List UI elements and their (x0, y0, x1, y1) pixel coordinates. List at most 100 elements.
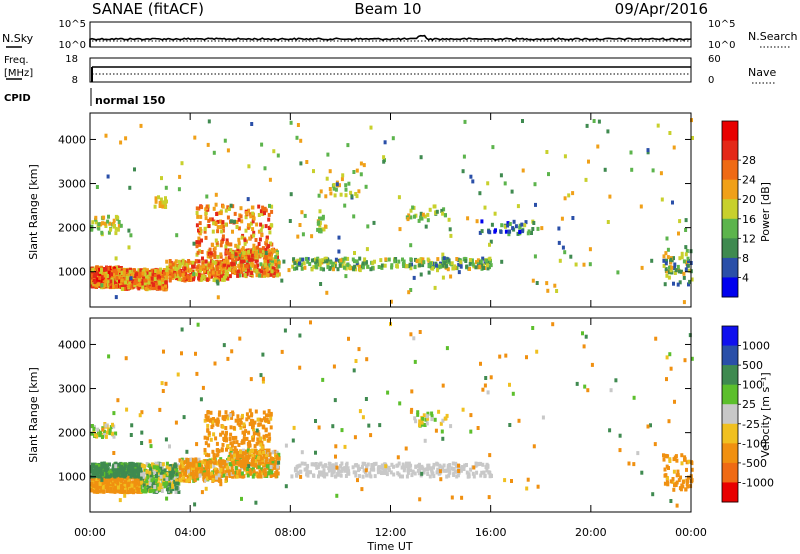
data-point (330, 264, 334, 269)
data-point (164, 437, 168, 442)
data-point (275, 450, 279, 455)
data-point (475, 470, 479, 475)
data-point (646, 148, 650, 153)
data-point (322, 267, 325, 272)
data-point (455, 266, 459, 271)
data-point (260, 142, 264, 147)
data-point (674, 483, 678, 487)
data-point (143, 486, 147, 491)
data-point (440, 208, 444, 213)
data-point (236, 247, 240, 251)
data-point (204, 461, 208, 466)
data-point (563, 250, 567, 255)
data-point (616, 270, 620, 275)
data-point (371, 265, 375, 270)
cpid-mode-text: normal 150 (95, 94, 166, 107)
data-point (590, 362, 594, 367)
data-point (203, 227, 207, 231)
data-point (161, 275, 165, 279)
data-point (155, 489, 159, 493)
data-point (247, 268, 250, 273)
data-point (245, 450, 249, 455)
data-point (243, 460, 247, 465)
data-point (221, 204, 225, 209)
noise-panel-frame (89, 21, 692, 48)
data-point (121, 287, 124, 291)
data-point (444, 468, 448, 473)
data-point (446, 465, 450, 470)
data-point (164, 196, 167, 201)
data-point (569, 254, 573, 259)
data-point (481, 256, 485, 261)
data-point (563, 196, 567, 201)
data-point (343, 256, 347, 261)
data-point (202, 264, 206, 269)
data-point (170, 478, 174, 483)
data-point (398, 401, 402, 406)
data-point (348, 265, 352, 270)
data-point (99, 279, 103, 284)
data-point (240, 464, 243, 469)
data-point (254, 431, 258, 435)
data-point (225, 250, 229, 255)
data-point (471, 471, 475, 476)
data-point (221, 442, 225, 447)
data-point (209, 464, 213, 469)
data-point (470, 258, 474, 263)
data-point (435, 263, 438, 268)
data-point (482, 266, 485, 270)
data-point (269, 474, 273, 478)
data-point (460, 495, 464, 500)
data-point (193, 466, 197, 471)
data-point (442, 207, 446, 212)
data-point (235, 474, 239, 479)
data-point (461, 407, 465, 412)
data-point (157, 476, 161, 481)
data-point (223, 138, 227, 143)
data-point (118, 275, 122, 280)
data-point (662, 263, 666, 268)
data-point (138, 480, 142, 485)
data-point (154, 478, 158, 483)
data-point (102, 464, 106, 469)
data-point (112, 476, 116, 481)
data-point (144, 287, 148, 291)
data-point (174, 259, 178, 264)
data-point (360, 487, 364, 492)
data-point (441, 252, 445, 257)
data-point (233, 211, 237, 216)
data-point (157, 271, 161, 276)
data-point (665, 454, 669, 458)
data-point (216, 461, 220, 466)
colorbar-tick-label: 12 (742, 232, 756, 245)
data-point (322, 227, 326, 232)
data-point (220, 229, 224, 234)
data-point (254, 250, 258, 255)
data-point (231, 470, 235, 475)
data-point (186, 465, 190, 470)
data-point (673, 262, 677, 267)
data-point (250, 460, 254, 464)
data-point (254, 264, 257, 269)
data-point (96, 427, 100, 432)
data-point (212, 432, 216, 437)
data-point (177, 264, 181, 269)
data-point (372, 462, 376, 467)
data-point (361, 461, 365, 466)
data-point (223, 417, 227, 422)
data-point (237, 256, 241, 261)
data-point (337, 249, 341, 254)
data-point (298, 261, 301, 266)
data-point (445, 413, 449, 418)
data-point (252, 457, 255, 462)
data-point (240, 219, 244, 224)
data-point (377, 265, 381, 269)
data-point (374, 461, 378, 466)
data-point (114, 231, 118, 236)
date-title: 09/Apr/2016 (615, 0, 708, 18)
data-point (282, 259, 286, 264)
data-point (306, 259, 310, 264)
data-point (119, 223, 123, 228)
data-point (684, 245, 688, 250)
data-point (506, 221, 510, 226)
